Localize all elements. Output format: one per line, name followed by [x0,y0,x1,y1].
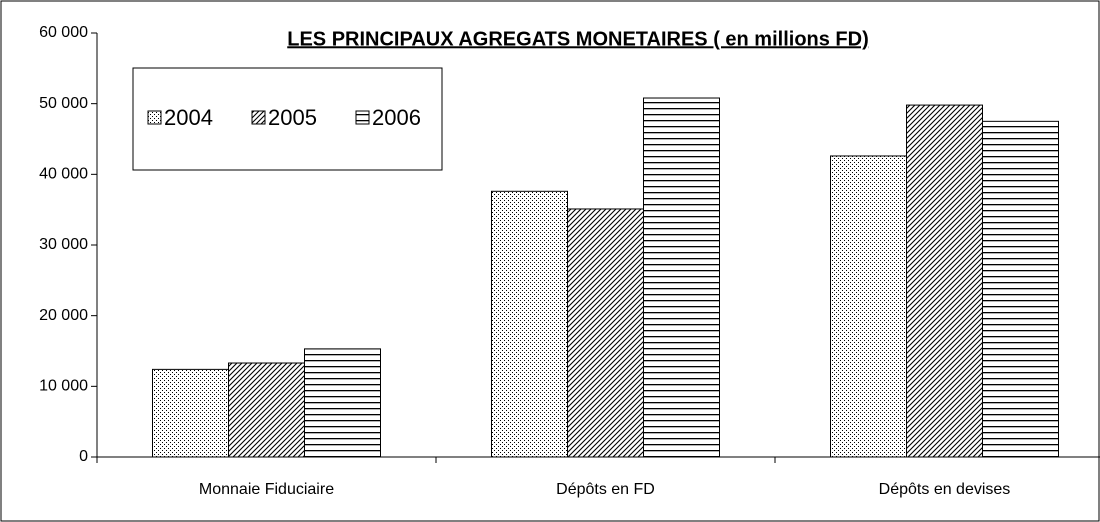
legend-label: 2004 [164,105,213,130]
y-tick-label: 50 000 [39,95,88,112]
bar [982,120,1059,458]
bar [304,348,381,458]
bar [491,190,568,458]
y-tick-label: 60 000 [39,24,88,41]
bar [830,155,907,458]
y-tick-label: 0 [79,448,88,465]
y-tick-label: 40 000 [39,166,88,183]
y-tick-label: 10 000 [39,378,88,395]
y-tick-label: 20 000 [39,307,88,324]
legend-swatch [251,110,266,125]
legend-swatch [355,110,370,125]
x-tick-label: Dépôts en FD [556,481,655,498]
legend-box [132,67,443,171]
legend-swatch [147,110,162,125]
bar [152,368,229,458]
bar [643,97,720,458]
legend-label: 2005 [268,105,317,130]
bar [567,208,644,458]
legend-label: 2006 [372,105,421,130]
bar [906,104,983,458]
x-tick-label: Monnaie Fiduciaire [199,481,334,498]
y-tick-label: 30 000 [39,236,88,253]
bar [228,362,305,458]
x-tick-label: Dépôts en devises [879,481,1011,498]
chart-title: LES PRINCIPAUX AGREGATS MONETAIRES ( en … [287,28,869,50]
